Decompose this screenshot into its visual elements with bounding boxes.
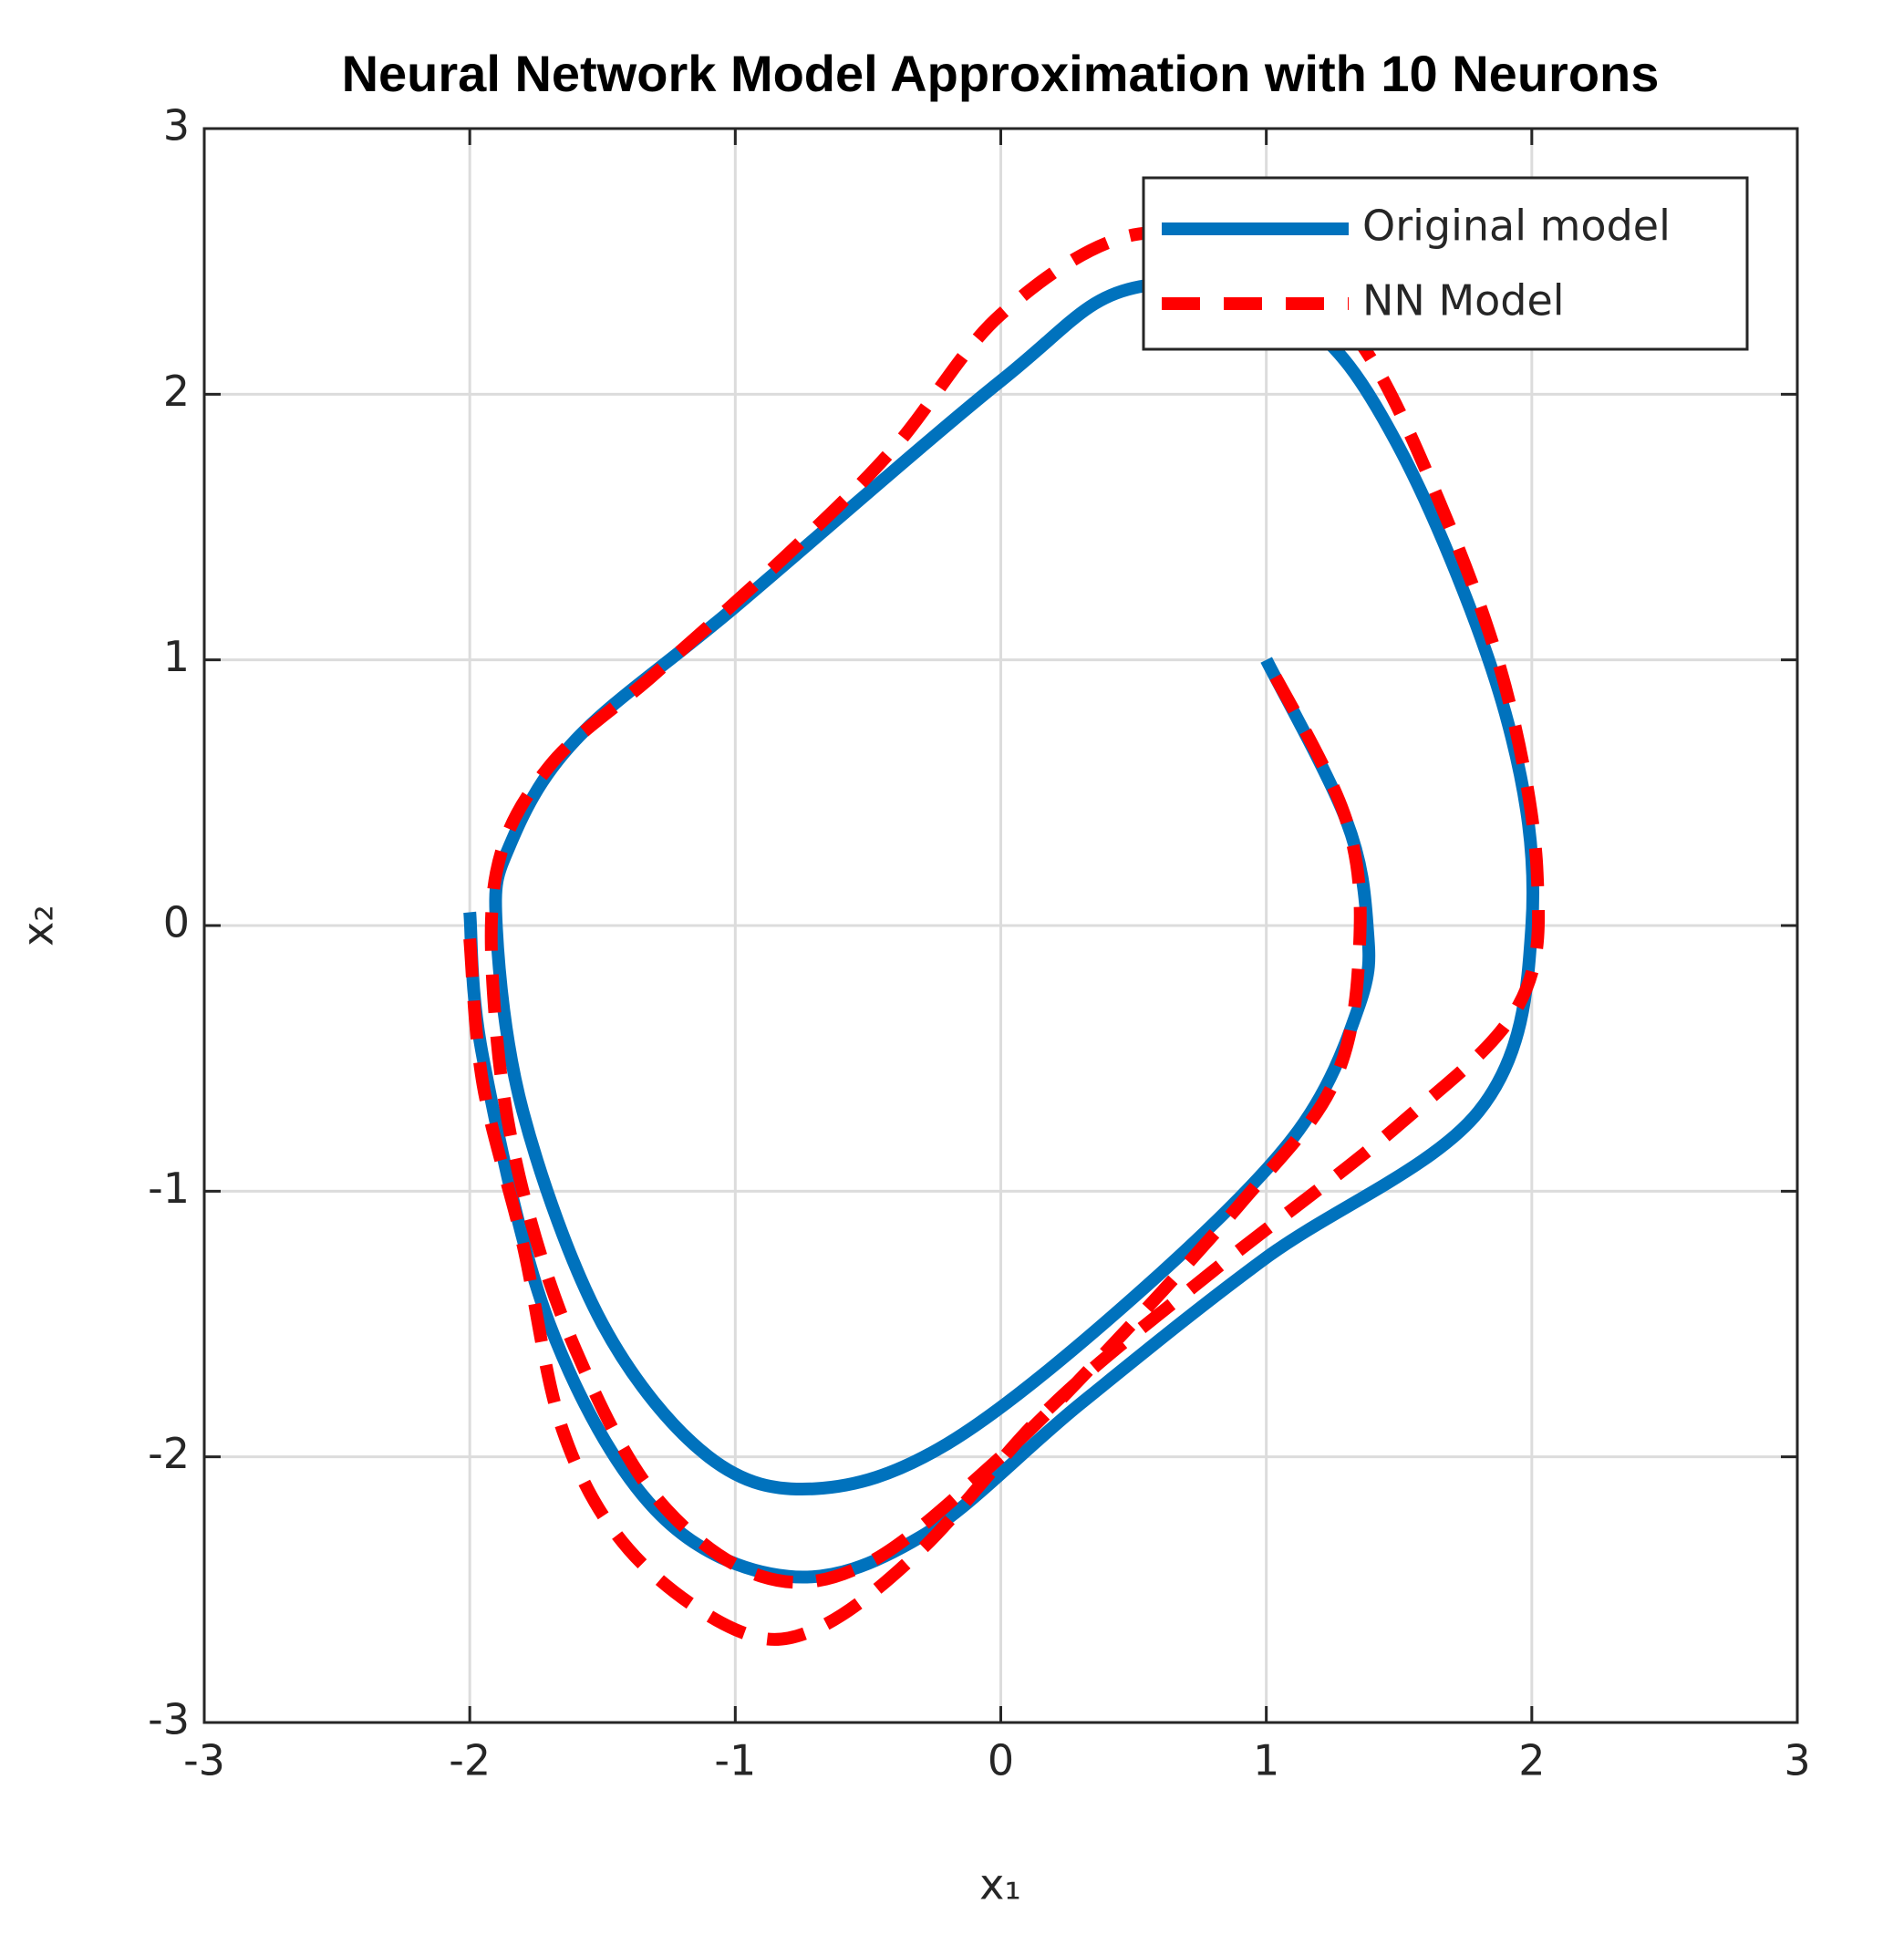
x-tick-label: 0 bbox=[988, 1736, 1014, 1785]
series-line bbox=[463, 226, 1546, 1646]
chart-title: Neural Network Model Approximation with … bbox=[342, 45, 1660, 102]
y-axis-label: x₂ bbox=[14, 905, 63, 947]
x-tick-label: 2 bbox=[1518, 1736, 1545, 1785]
x-tick-label: -2 bbox=[449, 1736, 491, 1785]
legend-label: Original model bbox=[1362, 202, 1671, 251]
legend-label: NN Model bbox=[1362, 276, 1565, 326]
x-axis-label: x₁ bbox=[979, 1860, 1021, 1909]
y-tick-label: 0 bbox=[163, 898, 190, 947]
legend: Original model NN Model bbox=[1142, 176, 1749, 351]
plot-frame bbox=[202, 127, 1799, 1724]
y-tick-label: 1 bbox=[163, 632, 190, 681]
x-tick-label: -3 bbox=[183, 1736, 225, 1785]
x-tick-label: 1 bbox=[1253, 1736, 1279, 1785]
x-tick-label: -1 bbox=[714, 1736, 756, 1785]
legend-box bbox=[1142, 176, 1749, 351]
y-tick-label: -3 bbox=[148, 1695, 190, 1744]
x-tick-label: 3 bbox=[1784, 1736, 1810, 1785]
y-tick-label: 2 bbox=[163, 367, 190, 416]
y-tick-label: -1 bbox=[148, 1164, 190, 1213]
y-tick-label: 3 bbox=[163, 101, 190, 150]
y-tick-label: -2 bbox=[148, 1429, 190, 1478]
